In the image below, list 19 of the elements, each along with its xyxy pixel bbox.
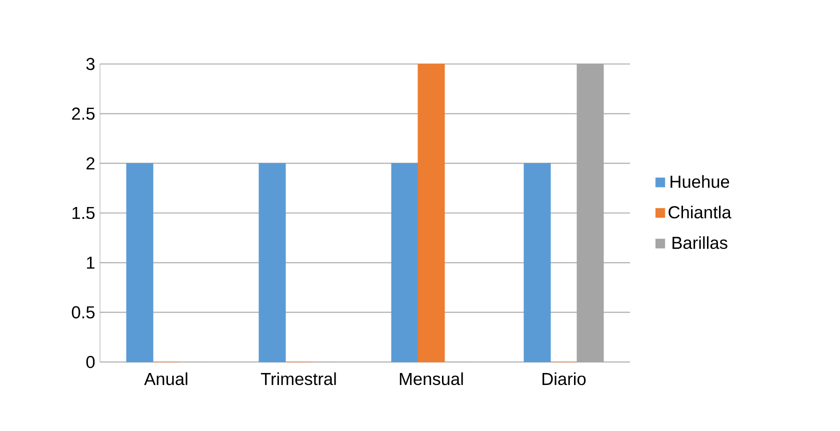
bar [126,163,154,362]
y-tick-label: 0.5 [72,306,95,318]
y-tick-label: 2.5 [72,108,95,120]
y-tick-label: 2 [86,157,94,170]
legend-label: Barillas [672,236,728,249]
legend-label: Chiantla [668,206,732,218]
x-tick-label: Diario [542,372,586,386]
bar [418,64,445,362]
y-tick-label: 1.5 [72,206,95,220]
bar [524,163,551,362]
y-tick-label: 1 [86,256,94,269]
y-tick-label: 3 [86,58,95,70]
x-tick-label: Trimestral [260,372,336,386]
bar [391,163,418,362]
legend-label: Huehue [670,175,730,188]
x-tick-label: Mensual [400,372,463,386]
y-tick-label: 0 [86,356,95,368]
x-tick-label: Anual [144,372,188,386]
bar [258,163,286,362]
